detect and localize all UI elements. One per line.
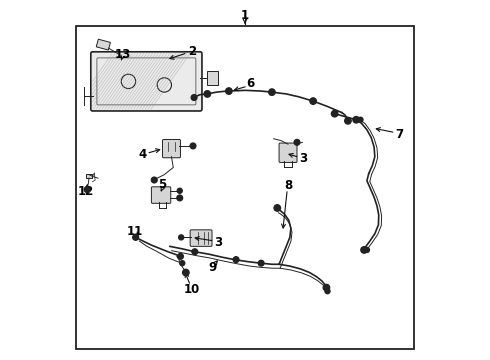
Text: 3: 3 — [214, 236, 222, 249]
Circle shape — [233, 257, 239, 262]
Text: 6: 6 — [246, 77, 255, 90]
Circle shape — [331, 111, 338, 117]
Circle shape — [325, 289, 330, 294]
Bar — [96, 39, 110, 50]
Circle shape — [365, 247, 369, 252]
Text: 7: 7 — [395, 127, 403, 141]
Text: 9: 9 — [209, 261, 217, 274]
Circle shape — [180, 261, 185, 266]
Text: 1: 1 — [241, 9, 249, 22]
Circle shape — [191, 95, 197, 100]
Circle shape — [344, 118, 351, 124]
Circle shape — [310, 98, 317, 104]
Circle shape — [177, 188, 182, 193]
Text: 3: 3 — [299, 152, 307, 165]
Circle shape — [133, 234, 139, 240]
Text: 11: 11 — [126, 225, 143, 238]
FancyBboxPatch shape — [91, 52, 202, 111]
FancyBboxPatch shape — [190, 230, 212, 246]
Circle shape — [204, 91, 211, 97]
Text: 12: 12 — [77, 185, 94, 198]
Circle shape — [192, 249, 197, 255]
Text: 2: 2 — [188, 45, 196, 58]
Circle shape — [177, 195, 183, 201]
Circle shape — [179, 235, 184, 240]
Circle shape — [353, 117, 359, 123]
Bar — [207, 71, 218, 85]
Circle shape — [294, 139, 300, 145]
Text: 4: 4 — [139, 148, 147, 161]
Circle shape — [361, 247, 368, 253]
Text: 5: 5 — [158, 178, 166, 191]
Circle shape — [274, 205, 280, 211]
Text: 10: 10 — [184, 283, 200, 296]
Circle shape — [269, 89, 275, 95]
FancyBboxPatch shape — [163, 139, 180, 158]
FancyBboxPatch shape — [279, 143, 297, 162]
Text: 13: 13 — [114, 48, 130, 61]
Circle shape — [225, 88, 232, 94]
FancyBboxPatch shape — [151, 187, 171, 203]
Circle shape — [183, 269, 189, 276]
Text: 8: 8 — [284, 179, 292, 192]
Circle shape — [258, 260, 264, 266]
Circle shape — [84, 187, 90, 193]
Circle shape — [151, 177, 157, 183]
Circle shape — [323, 284, 330, 291]
PathPatch shape — [87, 174, 92, 178]
Circle shape — [177, 253, 183, 259]
Circle shape — [358, 117, 363, 122]
Circle shape — [190, 143, 196, 149]
